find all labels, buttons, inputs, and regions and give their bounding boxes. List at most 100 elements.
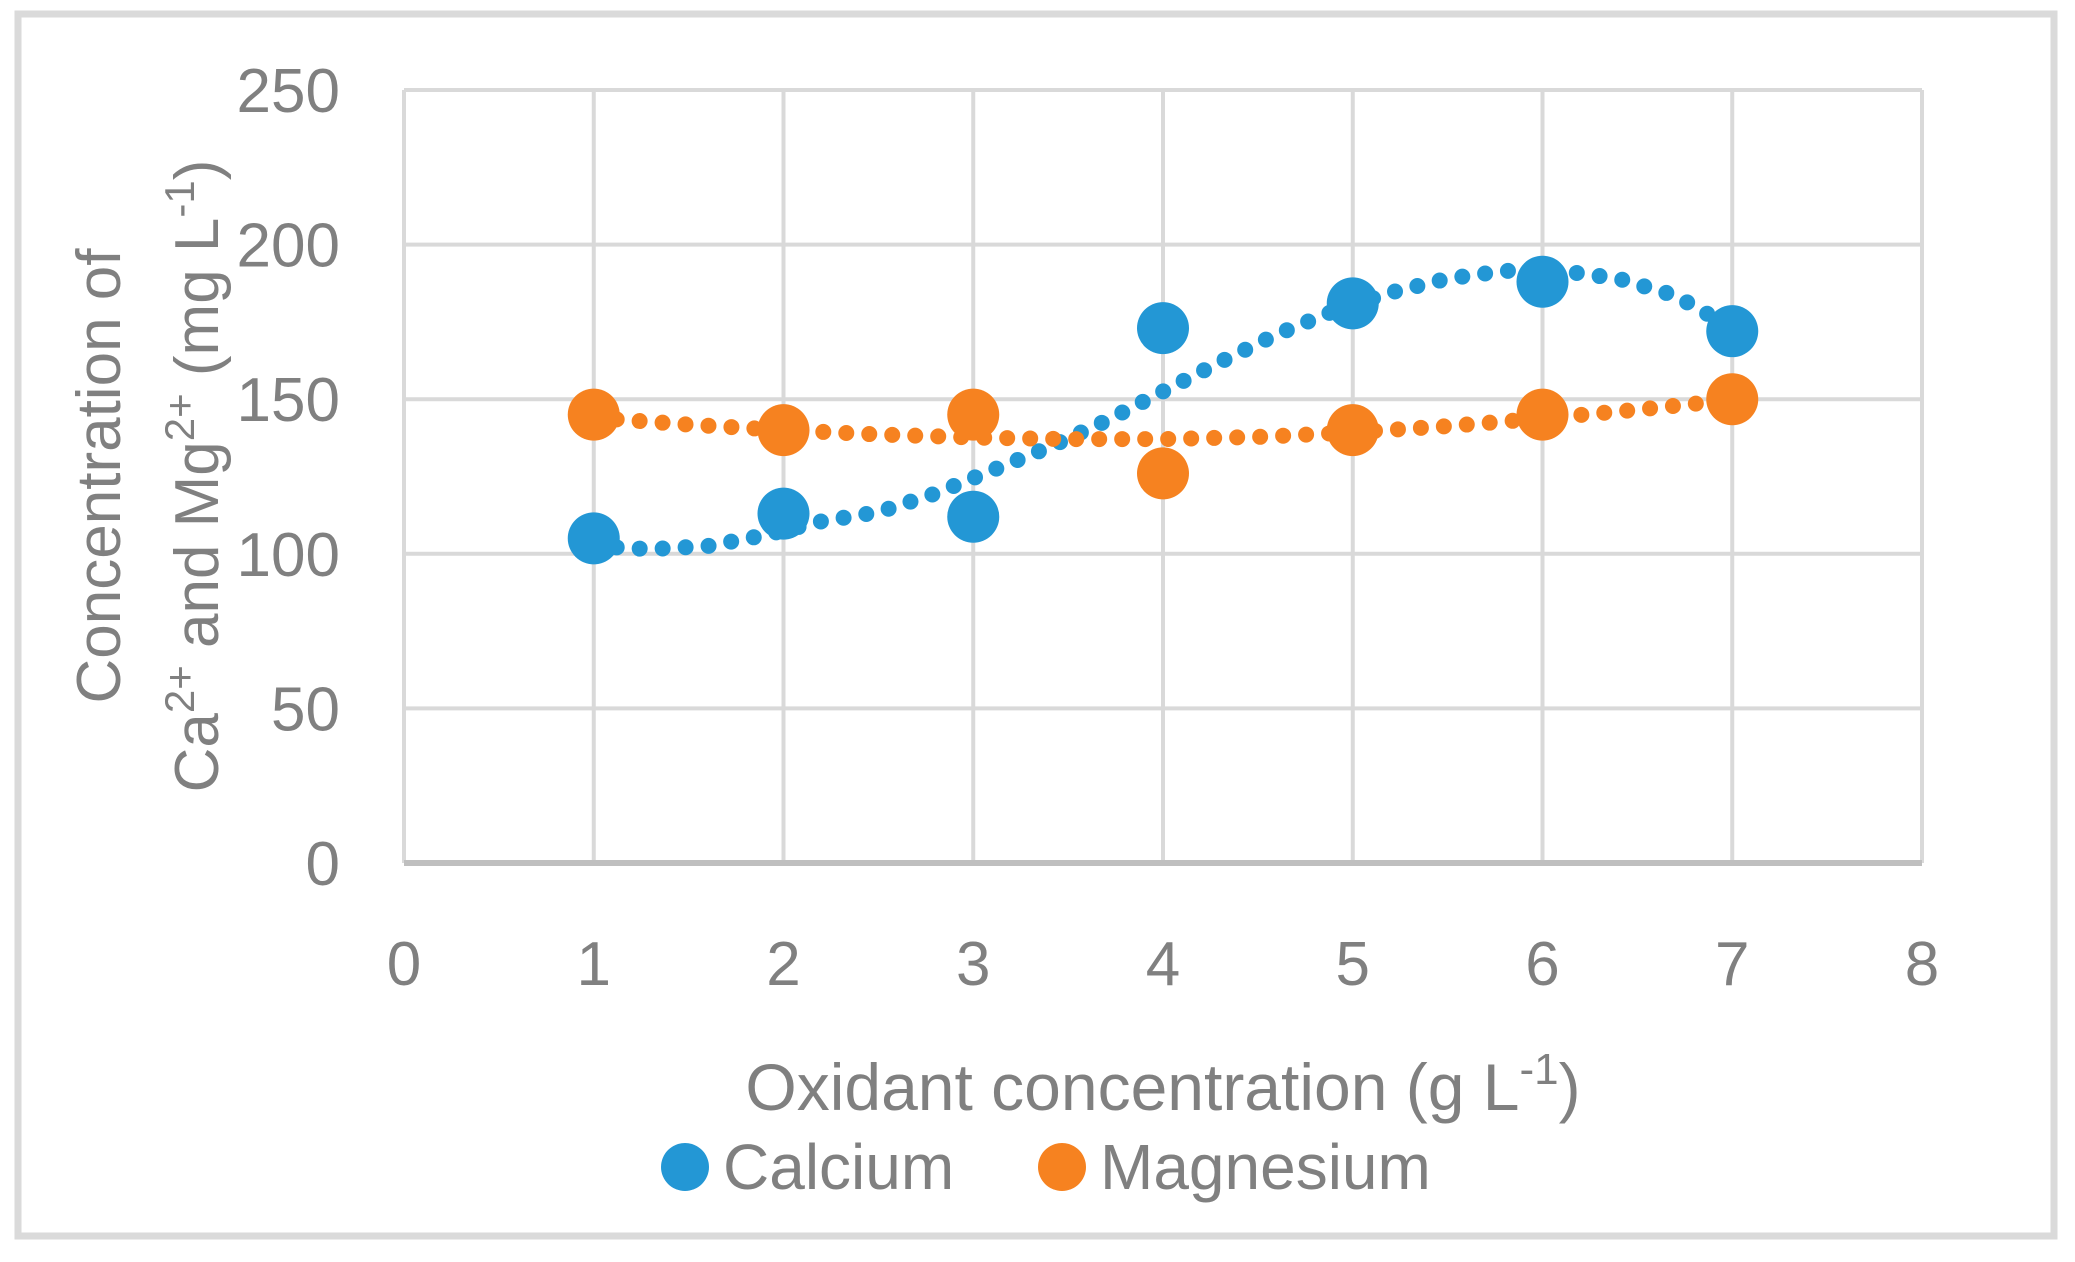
calcium-trend-dot (1237, 341, 1254, 358)
magnesium-trend-dot (700, 417, 717, 434)
magnesium-trend-dot (1435, 418, 1452, 435)
calcium-trend-dot (858, 506, 875, 523)
x-tick-label: 8 (1905, 930, 1939, 999)
x-tick-label: 7 (1715, 930, 1749, 999)
calcium-trend-dot (902, 493, 919, 510)
magnesium-data-point (1706, 373, 1759, 426)
calcium-trend-dot (1454, 268, 1471, 285)
y-tick-label: 250 (237, 57, 340, 126)
calcium-trend-dot (654, 540, 671, 557)
calcium-trend-dot (945, 478, 962, 495)
calcium-trend-dot (700, 537, 717, 554)
y-tick-label: 150 (237, 366, 340, 435)
calcium-trend-dot (1658, 284, 1675, 301)
magnesium-data-point (947, 388, 1000, 441)
calcium-data-point (1137, 302, 1189, 355)
calcium-trend-dot (924, 486, 941, 503)
magnesium-trend-dot (1458, 416, 1475, 433)
x-tick-label: 3 (956, 930, 990, 999)
magnesium-trend-dot (1183, 430, 1200, 447)
magnesium-trend-dot (1022, 430, 1039, 447)
calcium-trend-dot (967, 469, 984, 486)
calcium-data-point (1706, 305, 1759, 358)
calcium-trend-dot (1679, 294, 1696, 311)
y-axis-title-line2: Ca2+ and Mg2+ (mg L-1) (156, 160, 232, 793)
calcium-trend-dot (1278, 322, 1295, 339)
magnesium-trend-dot (1229, 429, 1246, 446)
calcium-data-point (757, 487, 810, 540)
magnesium-trend-dot (815, 423, 832, 440)
calcium-trend-dot (988, 460, 1005, 477)
calcium-trend-dot (812, 513, 829, 530)
magnesium-data-point (757, 404, 810, 457)
calcium-trend-dot (745, 529, 762, 546)
calcium-trend-dot (631, 540, 648, 557)
calcium-trend-dot (723, 533, 740, 550)
y-tick-label: 0 (306, 830, 340, 899)
calcium-trend-dot (1477, 265, 1494, 282)
calcium-trend-dot (1499, 262, 1516, 279)
magnesium-trend-dot (1275, 427, 1292, 444)
calcium-trend-dot (1409, 278, 1426, 295)
calcium-trend-dot (1175, 372, 1192, 389)
magnesium-trend-dot (1206, 429, 1223, 446)
calcium-trend-dot (1387, 283, 1404, 300)
magnesium-trend-dot (1298, 426, 1315, 443)
magnesium-trend-dot (631, 413, 648, 430)
magnesium-trend-dot (1068, 431, 1085, 448)
calcium-trend-dot (1155, 383, 1172, 400)
magnesium-data-point (567, 388, 620, 441)
calcium-trend-dot (880, 500, 897, 517)
magnesium-trend-dot (838, 424, 855, 441)
calcium-data-point (1326, 277, 1379, 330)
legend-label-magnesium: Magnesium (1100, 1131, 1431, 1203)
magnesium-trend-dot (1160, 430, 1177, 447)
calcium-data-point (567, 512, 620, 565)
calcium-trend-dot (1300, 313, 1317, 330)
magnesium-trend-dot (1091, 431, 1108, 448)
calcium-trend-dot (1431, 272, 1448, 289)
magnesium-trend-dot (1642, 400, 1659, 417)
magnesium-trend-dot (1389, 421, 1406, 438)
magnesium-trend-dot (1137, 431, 1154, 448)
calcium-trend-dot (1591, 268, 1608, 285)
x-tick-label: 2 (766, 930, 800, 999)
legend-item-magnesium: Magnesium (1038, 1131, 1431, 1203)
y-tick-label: 50 (271, 675, 340, 744)
legend: Calcium Magnesium (661, 1131, 1431, 1203)
magnesium-trend-dot (1412, 419, 1429, 436)
calcium-trend-dot (1196, 362, 1213, 379)
calcium-trend-dot (835, 509, 852, 526)
magnesium-trend-dot (677, 416, 694, 433)
magnesium-legend-marker-icon (1038, 1143, 1086, 1191)
x-axis-title: Oxidant concentration (g L-1) (745, 1045, 1580, 1124)
x-tick-label: 0 (387, 930, 421, 999)
magnesium-trend-dot (861, 426, 878, 443)
magnesium-trend-dot (930, 428, 947, 445)
calcium-trend-dot (677, 539, 694, 556)
y-axis-title: Concentration of Ca2+ and Mg2+ (mg L-1) (65, 160, 232, 793)
calcium-data-point (947, 490, 1000, 543)
calcium-data-point (1516, 255, 1569, 308)
x-tick-label: 4 (1146, 930, 1180, 999)
x-tick-label: 1 (577, 930, 611, 999)
calcium-trend-dot (1134, 393, 1151, 410)
calcium-trend-dot (1636, 278, 1653, 295)
calcium-trend-dot (1009, 451, 1026, 468)
magnesium-data-point (1137, 447, 1189, 500)
calcium-trend-dot (1568, 264, 1585, 281)
calcium-trend-dot (1257, 331, 1274, 348)
calcium-trend-dot (1114, 404, 1131, 421)
magnesium-data-point (1516, 388, 1569, 441)
magnesium-data-point (1326, 404, 1379, 457)
magnesium-trend-dot (999, 430, 1016, 447)
calcium-trend-dot (1093, 414, 1110, 431)
magnesium-trend-dot (654, 414, 671, 431)
calcium-trend-dot (1030, 443, 1047, 460)
x-tick-label: 6 (1525, 930, 1559, 999)
magnesium-trend-dot (723, 419, 740, 436)
tick-labels: 0 50 100 150 200 250 0 1 2 3 4 5 6 7 8 (237, 57, 1940, 999)
calcium-trend-dot (1216, 351, 1233, 368)
magnesium-trend-dot (1114, 431, 1131, 448)
